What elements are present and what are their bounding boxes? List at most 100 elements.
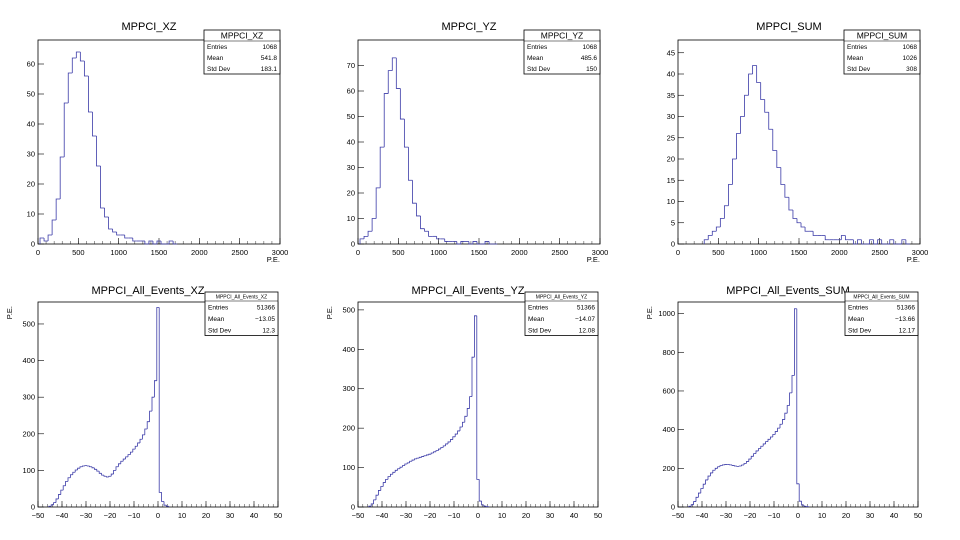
stats-label: Entries: [527, 44, 548, 51]
histogram-bin: [695, 496, 699, 502]
x-tick-label: −40: [376, 511, 389, 520]
stats-value: 541.8: [261, 55, 278, 62]
histogram-bin: [62, 485, 66, 491]
histogram-bin: [786, 405, 790, 414]
histogram-bin: [469, 396, 472, 409]
histogram-bin: [88, 76, 93, 113]
stats-value: −13.66: [895, 316, 915, 323]
histogram-bin: [760, 445, 764, 449]
histogram-bin: [873, 239, 878, 245]
histogram-bin: [736, 133, 741, 159]
histogram-bin: [794, 308, 797, 376]
histogram-series: [368, 315, 490, 508]
histogram-bin: [772, 434, 776, 437]
histogram-bin: [462, 421, 465, 427]
histogram-bin: [844, 235, 850, 241]
histogram-bin: [762, 443, 766, 447]
histogram-bin: [734, 465, 737, 467]
y-tick-label: 45: [667, 48, 675, 57]
histogram-bin: [752, 65, 757, 74]
histogram-bin: [457, 430, 460, 435]
stats-label: Entries: [848, 305, 869, 312]
histogram-bin: [780, 167, 785, 185]
histogram-bin: [416, 203, 421, 217]
x-tick-label: −40: [696, 511, 709, 520]
histogram-bin: [67, 72, 73, 103]
x-tick-label: −50: [32, 511, 45, 520]
x-tick-label: 50: [594, 511, 602, 520]
histogram-bin: [416, 457, 420, 459]
histogram-bin: [788, 197, 793, 211]
histogram-bin: [89, 466, 92, 468]
histogram-bin: [67, 477, 71, 482]
histogram-bin: [408, 147, 413, 181]
x-tick-label: 3000: [912, 248, 929, 257]
chart-title: MPPCI_All_Events_SUM: [726, 285, 850, 297]
histogram-bin: [96, 136, 101, 167]
histogram-bin: [382, 482, 386, 487]
histogram-bin: [418, 456, 422, 459]
stats-box-frame: [203, 29, 281, 75]
y-tick-label: 400: [342, 345, 355, 354]
x-tick-label: 0: [356, 248, 360, 257]
histogram-bin: [151, 396, 155, 412]
histogram-bin: [53, 502, 56, 505]
stats-box-frame: [204, 291, 279, 336]
histogram-bin: [710, 472, 713, 477]
histogram-bin: [134, 445, 138, 450]
histogram-bin: [127, 454, 131, 457]
x-tick-label: −20: [744, 511, 757, 520]
x-tick-label: −30: [80, 511, 93, 520]
histogram-bin: [91, 466, 95, 469]
y-tick-label: 400: [662, 425, 675, 434]
histogram-bin: [375, 494, 379, 500]
histogram-bin: [471, 356, 475, 397]
x-tick-label: −10: [128, 511, 141, 520]
histogram-bin: [796, 308, 800, 485]
histogram-bin: [893, 239, 898, 245]
y-tick-label: 60: [27, 60, 35, 69]
histogram-bin: [768, 112, 773, 130]
x-tick-label: −20: [104, 511, 117, 520]
histogram-bin: [717, 466, 720, 469]
histogram-bin: [420, 215, 425, 230]
stats-value: 12.17: [899, 328, 916, 335]
histogram-bin: [748, 73, 753, 96]
histogram-bin: [112, 229, 117, 233]
histogram-bin: [714, 467, 718, 471]
histogram-pad-all-events-yz: MPPCI_All_Events_YZ −50 −40 −30 −20 −10 0 10 20 3…: [325, 285, 602, 520]
histogram-bin: [103, 475, 107, 477]
histogram-bin: [158, 307, 162, 493]
histogram-bin: [125, 456, 128, 460]
histogram-bin: [840, 235, 846, 240]
histogram-bin: [148, 240, 153, 244]
histogram-series: [688, 308, 810, 508]
y-tick-label: 200: [342, 424, 355, 433]
stats-label: Mean: [848, 316, 865, 323]
histogram-bin: [481, 501, 484, 506]
histogram-bin: [812, 231, 818, 236]
histogram-bin: [857, 239, 862, 244]
x-tick-label: 50: [274, 511, 282, 520]
histogram-bin: [436, 236, 441, 240]
histogram-bin: [861, 239, 866, 245]
histogram-bin: [784, 412, 788, 420]
histogram-bin: [693, 501, 696, 505]
stats-box-frame: [844, 291, 919, 336]
histogram-bin: [71, 57, 77, 73]
histogram-bin: [359, 238, 365, 244]
histogram-bin: [399, 88, 405, 120]
stats-box: MPPCI_All_Events_XZ Entries 51366 Mean −13.0…: [204, 291, 279, 336]
y-tick-label: 400: [22, 356, 35, 365]
histogram-bin: [798, 483, 802, 502]
histogram-series: [359, 57, 498, 245]
histogram-bin: [412, 180, 417, 204]
histogram-bin: [406, 462, 410, 465]
y-tick-label: 10: [667, 197, 675, 206]
x-tick-label: 500: [72, 248, 85, 257]
x-tick-label: −40: [56, 511, 69, 520]
histogram-bin: [753, 453, 756, 457]
stats-box-name: MPPCI_All_Events_XZ: [216, 295, 267, 301]
histogram-bin: [740, 116, 745, 134]
histogram-bin: [707, 235, 713, 240]
